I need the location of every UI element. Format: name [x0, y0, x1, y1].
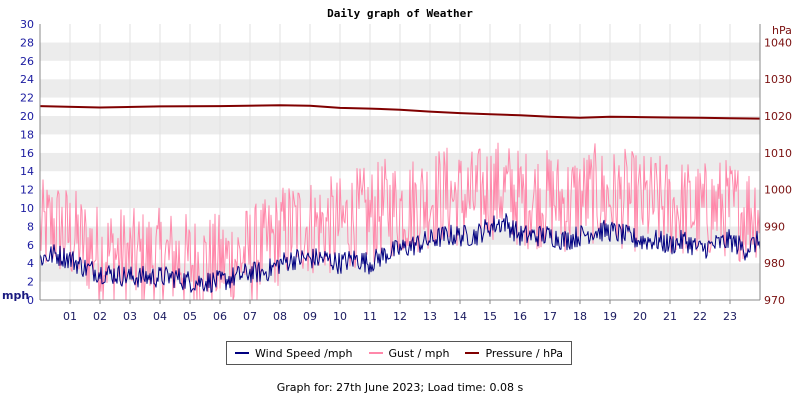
y-left-tick-label: 18 — [20, 128, 34, 141]
y-right-tick-label: 1010 — [764, 147, 792, 160]
x-tick-label: 21 — [663, 310, 677, 323]
x-tick-label: 16 — [513, 310, 527, 323]
plot-bands — [40, 24, 760, 300]
x-tick-label: 19 — [603, 310, 617, 323]
series-line-pressure — [39, 104, 761, 120]
x-tick-label: 03 — [123, 310, 137, 323]
y-left-tick-label: 16 — [20, 147, 34, 160]
x-tick-label: 07 — [243, 310, 257, 323]
y-left-tick-label: 8 — [27, 220, 34, 233]
y-left-tick-label: 20 — [20, 110, 34, 123]
y-right-tick-label: 1030 — [764, 73, 792, 86]
x-tick-label: 06 — [213, 310, 227, 323]
plot-series — [39, 104, 761, 301]
y-left-tick-label: 4 — [27, 257, 34, 270]
y-left-tick-label: 30 — [20, 18, 34, 31]
x-tick-label: 10 — [333, 310, 347, 323]
axis-ticks: 0246810121416182022242628309709809901000… — [20, 18, 792, 323]
right-axis-unit: hPa — [772, 24, 792, 37]
x-tick-label: 13 — [423, 310, 437, 323]
legend-label-gust: Gust / mph — [388, 346, 450, 360]
y-right-tick-label: 980 — [764, 257, 785, 270]
y-left-tick-label: 14 — [20, 165, 34, 178]
x-tick-label: 20 — [633, 310, 647, 323]
x-tick-label: 14 — [453, 310, 467, 323]
legend-label-wind: Wind Speed /mph — [255, 346, 353, 360]
x-tick-label: 09 — [303, 310, 317, 323]
y-left-tick-label: 0 — [27, 294, 34, 307]
y-left-tick-label: 12 — [20, 184, 34, 197]
y-left-tick-label: 6 — [27, 239, 34, 252]
y-right-tick-label: 970 — [764, 294, 785, 307]
legend-item-gust: Gust / mph — [368, 346, 450, 360]
x-tick-label: 05 — [183, 310, 197, 323]
x-tick-label: 12 — [393, 310, 407, 323]
y-left-tick-label: 22 — [20, 92, 34, 105]
y-right-tick-label: 1000 — [764, 184, 792, 197]
y-left-tick-label: 26 — [20, 55, 34, 68]
legend-item-wind: Wind Speed /mph — [235, 347, 353, 360]
x-tick-label: 17 — [543, 310, 557, 323]
y-left-tick-label: 2 — [27, 276, 34, 289]
legend-swatch-wind — [235, 352, 249, 354]
y-left-tick-label: 24 — [20, 73, 34, 86]
chart-title: Daily graph of Weather — [327, 7, 473, 20]
y-right-tick-label: 990 — [764, 220, 785, 233]
y-left-tick-label: 28 — [20, 36, 34, 49]
chart-legend: Wind Speed /mph Gust / mph Pressure / hP… — [226, 341, 572, 365]
footer-status: Graph for: 27th June 2023; Load time: 0.… — [276, 381, 524, 394]
x-tick-label: 18 — [573, 310, 587, 323]
x-tick-label: 01 — [63, 310, 77, 323]
y-right-tick-label: 1040 — [764, 36, 792, 49]
legend-item-pressure: Pressure / hPa — [465, 347, 563, 360]
legend-label-pressure: Pressure / hPa — [485, 346, 563, 360]
legend-swatch-pressure — [465, 352, 480, 354]
x-tick-label: 04 — [153, 310, 167, 323]
legend-swatch-gust — [368, 352, 383, 354]
series-line-wind-speed — [39, 213, 761, 293]
y-left-tick-label: 10 — [20, 202, 34, 215]
x-tick-label: 08 — [273, 310, 287, 323]
left-axis-unit: mph — [2, 289, 29, 302]
x-tick-label: 23 — [723, 310, 737, 323]
x-tick-label: 02 — [93, 310, 107, 323]
x-tick-label: 11 — [363, 310, 377, 323]
series-line-gust — [39, 142, 761, 301]
y-right-tick-label: 1020 — [764, 110, 792, 123]
x-tick-label: 15 — [483, 310, 497, 323]
x-tick-label: 22 — [693, 310, 707, 323]
